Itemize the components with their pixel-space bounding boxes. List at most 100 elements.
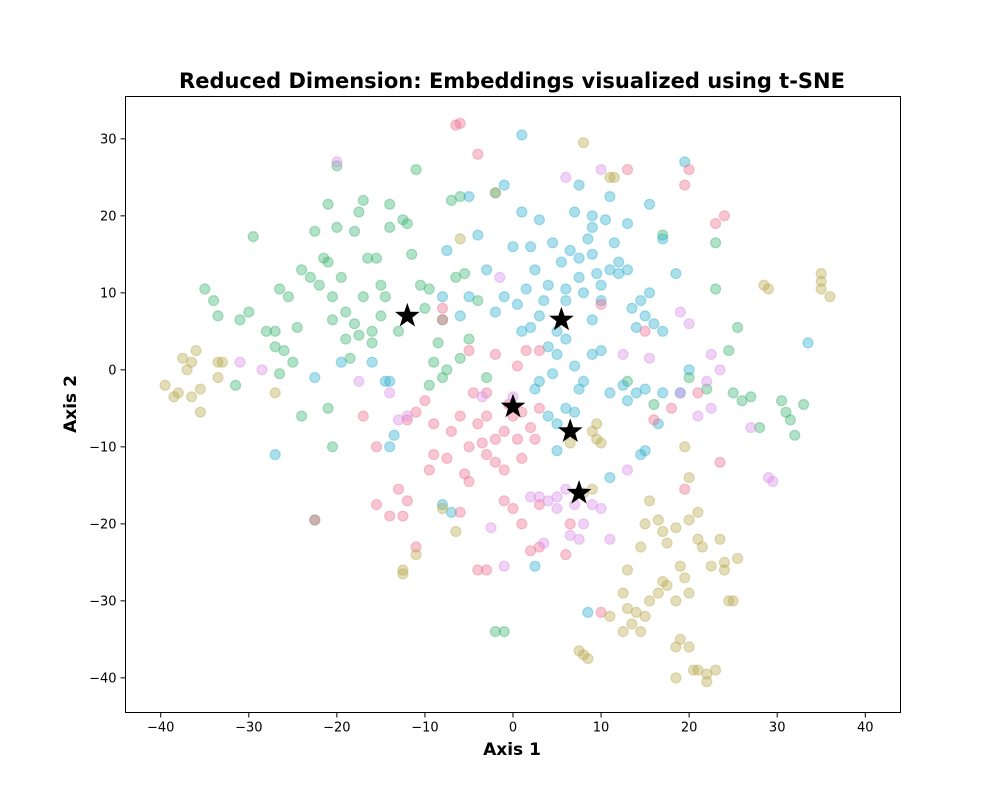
scatter-point-cluster-5 bbox=[621, 564, 634, 576]
scatter-point-cluster-1 bbox=[432, 337, 444, 349]
scatter-point-cluster-4 bbox=[331, 156, 343, 168]
scatter-point-cluster-3 bbox=[692, 387, 704, 399]
y-axis-ticks: −40 −30 −20 −10 0 10 20 30 bbox=[89, 132, 126, 686]
scatter-point-cluster-4 bbox=[767, 475, 779, 488]
scatter-point-cluster-5 bbox=[586, 425, 598, 437]
scatter-point-cluster-2 bbox=[573, 179, 585, 191]
scatter-point-cluster-5 bbox=[577, 649, 590, 661]
scatter-point-cluster-2 bbox=[542, 341, 554, 353]
scatter-point-cluster-3 bbox=[410, 406, 422, 418]
scatter-point-cluster-1 bbox=[309, 514, 321, 526]
scatter-point-cluster-5 bbox=[635, 625, 647, 638]
scatter-point-cluster-4 bbox=[595, 164, 607, 176]
scatter-point-cluster-4 bbox=[476, 391, 488, 403]
scatter-point-cluster-1 bbox=[309, 225, 321, 237]
y-tick-label: 20 bbox=[100, 209, 117, 224]
scatter-point-cluster-5 bbox=[168, 391, 180, 403]
scatter-point-cluster-3 bbox=[384, 510, 396, 522]
scatter-point-cluster-2 bbox=[604, 387, 616, 399]
scatter-point-cluster-3 bbox=[476, 437, 488, 449]
x-tick-label: −20 bbox=[323, 721, 350, 736]
scatter-point-cluster-2 bbox=[591, 268, 603, 280]
scatter-point-cluster-2 bbox=[379, 375, 391, 387]
scatter-point-cluster-1 bbox=[459, 268, 471, 280]
scatter-point-cluster-1 bbox=[753, 422, 766, 434]
scatter-point-cluster-2 bbox=[577, 375, 590, 387]
y-tick-label: 0 bbox=[108, 363, 116, 378]
scatter-point-cluster-1 bbox=[340, 306, 352, 318]
y-tick-label: −10 bbox=[89, 440, 116, 455]
scatter-point-cluster-5 bbox=[687, 664, 700, 676]
scatter-point-cluster-2 bbox=[388, 429, 400, 441]
scatter-point-cluster-5 bbox=[577, 137, 590, 149]
scatter-point-cluster-3 bbox=[498, 425, 510, 437]
scatter-point-cluster-1 bbox=[414, 279, 427, 291]
scatter-point-cluster-1 bbox=[282, 291, 294, 303]
scatter-point-cluster-5 bbox=[815, 275, 827, 287]
scatter-point-cluster-2 bbox=[564, 244, 576, 257]
scatter-point-cluster-2 bbox=[639, 310, 651, 322]
scatter-point-cluster-2 bbox=[573, 252, 585, 264]
scatter-point-cluster-1 bbox=[780, 406, 792, 418]
scatter-point-cluster-1 bbox=[419, 302, 431, 314]
centroid-star bbox=[557, 418, 583, 442]
y-tick-label: 30 bbox=[100, 132, 117, 147]
scatter-point-cluster-1 bbox=[326, 314, 339, 326]
scatter-point-cluster-2 bbox=[366, 356, 378, 368]
scatter-point-cluster-3 bbox=[463, 441, 475, 453]
scatter-point-cluster-5 bbox=[731, 552, 744, 565]
scatter-point-cluster-2 bbox=[472, 229, 484, 241]
scatter-point-cluster-4 bbox=[674, 306, 686, 318]
scatter-point-cluster-5 bbox=[657, 525, 669, 538]
scatter-point-cluster-3 bbox=[454, 410, 466, 422]
scatter-point-cluster-5 bbox=[573, 645, 585, 657]
scatter-point-cluster-1 bbox=[243, 306, 255, 318]
scatter-point-cluster-2 bbox=[643, 287, 656, 299]
scatter-point-cluster-5 bbox=[723, 595, 735, 607]
scatter-point-cluster-2 bbox=[568, 206, 581, 218]
x-tick-label: 30 bbox=[769, 721, 786, 736]
scatter-point-cluster-3 bbox=[533, 402, 546, 414]
scatter-point-cluster-2 bbox=[384, 441, 396, 453]
scatter-point-cluster-5 bbox=[674, 633, 686, 646]
scatter-point-cluster-4 bbox=[560, 171, 572, 183]
scatter-point-cluster-3 bbox=[423, 464, 435, 476]
scatter-point-cluster-1 bbox=[366, 337, 378, 349]
scatter-point-cluster-2 bbox=[533, 214, 546, 226]
scatter-point-cluster-2 bbox=[542, 279, 554, 291]
scatter-point-cluster-3 bbox=[454, 117, 466, 130]
scatter-point-cluster-5 bbox=[410, 548, 422, 561]
scatter-point-cluster-3 bbox=[595, 298, 607, 310]
scatter-point-cluster-4 bbox=[595, 502, 607, 515]
scatter-point-cluster-3 bbox=[520, 345, 532, 357]
scatter-point-cluster-3 bbox=[683, 164, 695, 176]
scatter-point-cluster-3 bbox=[489, 456, 501, 468]
scatter-point-cluster-2 bbox=[555, 256, 568, 268]
scatter-point-cluster-5 bbox=[643, 495, 656, 507]
x-tick-label: −30 bbox=[235, 721, 262, 736]
scatter-point-cluster-3 bbox=[533, 499, 546, 511]
centroid-star bbox=[395, 302, 420, 327]
scatter-point-cluster-5 bbox=[692, 664, 704, 676]
scatter-point-cluster-1 bbox=[326, 441, 339, 453]
scatter-point-cluster-2 bbox=[613, 256, 625, 268]
scatter-point-cluster-3 bbox=[472, 418, 484, 430]
scatter-point-cluster-3 bbox=[718, 210, 731, 222]
scatter-point-cluster-2 bbox=[533, 310, 546, 322]
scatter-point-cluster-5 bbox=[582, 652, 594, 665]
scatter-point-cluster-5 bbox=[617, 587, 629, 599]
scatter-point-cluster-5 bbox=[604, 610, 616, 622]
scatter-point-cluster-5 bbox=[679, 572, 691, 584]
scatter-point-cluster-5 bbox=[635, 541, 647, 553]
scatter-point-cluster-5 bbox=[159, 379, 171, 391]
x-tick-label: 0 bbox=[509, 721, 517, 736]
scatter-point-cluster-2 bbox=[599, 214, 612, 226]
scatter-point-cluster-2 bbox=[613, 268, 625, 280]
scatter-point-cluster-1 bbox=[648, 398, 660, 411]
scatter-point-cluster-1 bbox=[296, 410, 308, 422]
scatter-point-cluster-1 bbox=[357, 291, 369, 303]
scatter-point-cluster-3 bbox=[564, 518, 576, 530]
scatter-point-cluster-5 bbox=[701, 676, 713, 688]
scatter-point-cluster-1 bbox=[260, 325, 272, 337]
scatter-point-cluster-1 bbox=[313, 279, 325, 291]
